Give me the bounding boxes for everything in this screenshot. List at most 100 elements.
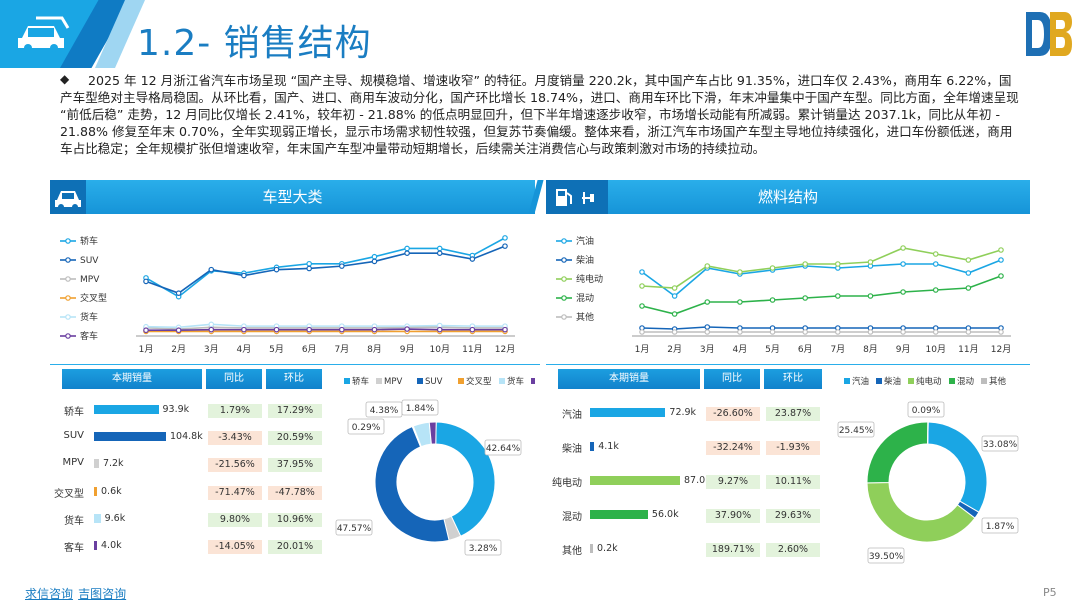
legend-label: MPV — [80, 275, 100, 285]
data-label-box — [837, 421, 875, 438]
data-point — [175, 290, 182, 296]
data-point — [802, 329, 808, 335]
volume-value: 0.2k — [597, 543, 618, 554]
data-point — [639, 283, 645, 289]
legend-swatch — [949, 378, 955, 384]
legend-label: 柴油 — [576, 254, 594, 266]
data-point — [900, 245, 906, 251]
series-line — [145, 326, 505, 330]
legend-label: 混动 — [576, 293, 594, 304]
data-label: 3.28% — [469, 544, 498, 554]
volume-bar — [590, 442, 595, 451]
yoy-cell: -32.24% — [706, 441, 760, 455]
legend-label: 货车 — [507, 376, 524, 387]
yoy-cell: 9.27% — [706, 475, 760, 489]
data-point — [900, 329, 906, 335]
data-point — [965, 257, 972, 263]
data-point — [965, 270, 972, 276]
mom-cell: 29.63% — [766, 509, 820, 523]
data-point — [639, 329, 645, 335]
data-point — [502, 243, 508, 249]
col-header-mom: 环比 — [266, 369, 322, 389]
data-point — [639, 269, 645, 275]
x-tick-label: 2月 — [171, 344, 186, 355]
legend-marker — [561, 257, 567, 263]
x-tick-label: 6月 — [302, 344, 317, 355]
legend-marker — [65, 333, 71, 339]
legend-swatch — [458, 378, 464, 384]
row-label: 交叉型 — [54, 488, 84, 500]
row-label: 客车 — [64, 543, 84, 554]
volume-value: 87.0k — [684, 475, 711, 486]
donut-slice — [866, 421, 929, 484]
data-point — [175, 327, 182, 334]
page-number: P5 — [1043, 586, 1057, 599]
volume-value: 104.8k — [170, 431, 203, 443]
x-tick-label: 7月 — [334, 344, 349, 355]
data-point — [208, 321, 215, 328]
volume-value: 4.0k — [101, 540, 122, 551]
mom-cell: 10.96% — [268, 512, 322, 527]
legend-marker — [65, 314, 71, 320]
data-point — [998, 273, 1004, 279]
volume-value: 9.6k — [104, 512, 126, 524]
row-label: SUV — [63, 430, 84, 442]
legend-label: 交叉型 — [466, 376, 492, 387]
data-point — [143, 278, 149, 285]
data-point — [932, 261, 939, 267]
legend-swatch — [531, 378, 535, 384]
data-point — [339, 263, 345, 269]
x-tick-label: 10月 — [430, 344, 450, 355]
data-label-box — [981, 435, 1019, 452]
footer-link-2[interactable]: 吉图咨询 — [78, 587, 127, 601]
data-point — [436, 326, 443, 333]
footer-link-1[interactable]: 求信咨询 — [25, 587, 74, 601]
data-point — [339, 326, 345, 333]
yoy-cell: -71.47% — [208, 485, 262, 500]
data-point — [436, 245, 443, 252]
data-point — [998, 247, 1004, 253]
data-label: 25.45% — [839, 426, 874, 436]
mom-cell: 2.60% — [766, 543, 820, 557]
volume-bar — [590, 544, 593, 553]
data-point — [502, 326, 508, 333]
data-point — [704, 329, 711, 335]
data-point — [835, 329, 841, 335]
legend-marker — [65, 295, 71, 301]
data-point — [737, 329, 743, 335]
legend-marker — [561, 238, 567, 244]
donut-chart-vehicle-type: 42.64% 3.28% 47.57% 0.29% 4.38% 1.84% 轿车 MPV SUV… — [335, 376, 535, 556]
volume-value: 93.9k — [162, 404, 190, 415]
legend-swatch — [908, 378, 914, 384]
x-tick-label: 8月 — [367, 344, 382, 355]
data-point — [436, 250, 443, 256]
data-point — [867, 259, 874, 265]
series-line — [641, 247, 1002, 289]
donut-slice — [374, 425, 450, 543]
data-label: 47.57% — [337, 524, 372, 534]
mom-cell: 37.95% — [268, 458, 322, 473]
yoy-cell: -3.43% — [208, 431, 262, 446]
data-label-box — [347, 418, 385, 435]
x-tick-label: 3月 — [700, 344, 715, 355]
legend-swatch — [417, 378, 423, 384]
x-tick-label: 12月 — [991, 344, 1011, 355]
x-tick-label: 7月 — [830, 344, 845, 355]
mom-cell: 20.01% — [268, 540, 322, 554]
legend-label: 货车 — [80, 311, 98, 323]
series-line — [145, 245, 506, 295]
data-point — [306, 265, 312, 272]
data-point — [671, 311, 678, 317]
x-tick-label: 5月 — [269, 344, 284, 355]
data-point — [306, 260, 312, 267]
series-line — [145, 237, 506, 298]
donut-chart-fuel: 33.08% 1.87% 39.50% 25.45% 0.09% 汽油 柴油 纯电动 混动 其他 — [837, 376, 1019, 564]
data-point — [208, 326, 215, 333]
panel-title-vehicle-type: 车型大类 — [262, 188, 323, 206]
divider — [50, 364, 540, 365]
col-header-yoy: 同比 — [206, 369, 262, 389]
yoy-cell: 189.71% — [706, 543, 760, 557]
data-point — [835, 293, 841, 299]
row-label: MPV — [62, 457, 85, 469]
x-tick-label: 9月 — [400, 344, 415, 355]
